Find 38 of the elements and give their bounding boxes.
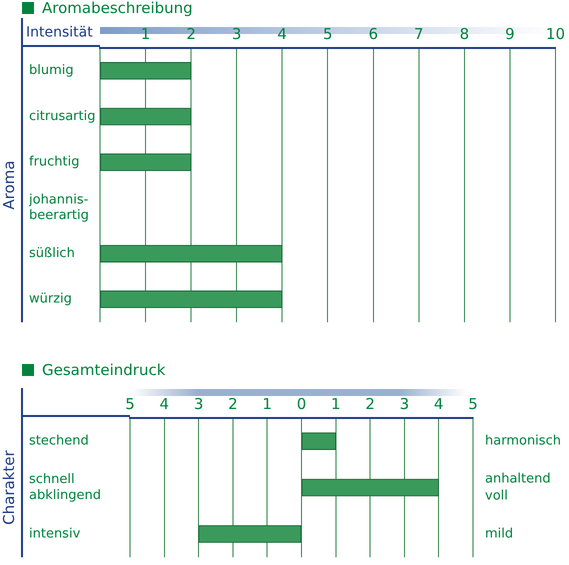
y-tick-label: blumig (29, 63, 74, 78)
x-tick-label: 5 (322, 24, 332, 43)
y-axis-title: Aroma (0, 160, 18, 210)
y-tick-label: johannis- beerartig (28, 192, 89, 224)
text: mild (485, 526, 514, 542)
x-tick-label: 3 (194, 394, 204, 413)
x-tick-label: 0 (296, 394, 306, 413)
x-tick-label: 3 (232, 24, 242, 43)
y-tick-label: fruchtig (29, 154, 80, 170)
x-tick-label: 4 (160, 394, 170, 413)
x-tick-label: 1 (140, 24, 150, 43)
x-tick-label: 2 (365, 394, 375, 413)
x-tick-label: 5 (468, 394, 478, 413)
text: harmonisch (485, 434, 561, 449)
x-tick-label: 7 (414, 24, 424, 43)
x-axis-title: Intensität (26, 24, 94, 41)
chart-title: Aromabeschreibung (42, 0, 193, 17)
y-tick-label: würzig (29, 292, 72, 307)
x-tick-label: 4 (434, 394, 444, 413)
y-tick-label: süßlich (29, 246, 75, 262)
x-tick-label: 2 (186, 24, 196, 43)
y-tick-label: citrusartig (29, 108, 96, 124)
y-axis-title: Charakter (0, 450, 18, 525)
text: anhaltend voll (485, 471, 551, 504)
x-tick-label: 8 (460, 24, 470, 43)
chart-title: Gesamteindruck (42, 361, 166, 379)
x-tick-label: 9 (505, 24, 515, 43)
y-tick-label: schnell abklingend (29, 472, 101, 503)
x-tick-label: 1 (331, 394, 341, 413)
x-tick-label: 3 (400, 394, 410, 413)
x-tick-label: 1 (262, 394, 272, 413)
x-tick-label: 2 (228, 394, 238, 413)
x-tick-label: 6 (368, 24, 378, 43)
y-tick-label: stechend (29, 434, 89, 449)
x-tick-label: 10 (546, 24, 566, 43)
x-tick-label: 4 (277, 24, 287, 43)
x-tick-label: 5 (125, 394, 135, 413)
y-tick-label: intensiv (29, 526, 81, 542)
